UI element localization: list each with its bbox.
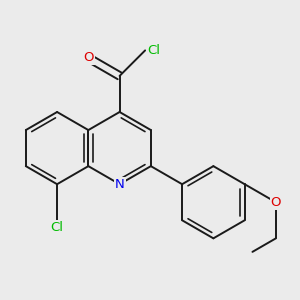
Text: O: O (83, 51, 94, 64)
Text: N: N (115, 178, 124, 191)
Text: Cl: Cl (51, 221, 64, 234)
Text: O: O (271, 196, 281, 209)
Text: Cl: Cl (147, 44, 160, 57)
